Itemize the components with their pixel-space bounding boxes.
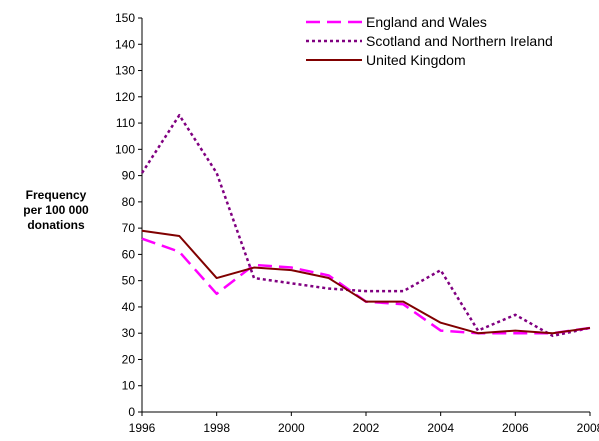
series-lines xyxy=(140,113,591,338)
y-axis-label-line-1: Frequency xyxy=(25,188,87,202)
axes xyxy=(141,18,590,413)
y-axis-label-line-2: per 100 000 xyxy=(23,203,89,217)
y-axis-label: Frequency per 100 000 donations xyxy=(0,188,112,233)
y-tick-label: 10 xyxy=(122,379,136,393)
y-tick-label: 20 xyxy=(122,352,136,366)
y-tick-label: 40 xyxy=(122,300,136,314)
y-tick-label: 60 xyxy=(122,247,136,261)
x-axis-ticks: 1996 1998 2000 2002 2004 2006 2008 xyxy=(129,412,599,435)
y-tick-label: 90 xyxy=(122,169,136,183)
x-tick-label: 2000 xyxy=(278,421,305,435)
series-line-scotland-and-northern-ireland xyxy=(140,113,591,338)
y-tick-label: 50 xyxy=(122,274,136,288)
y-tick-label: 100 xyxy=(115,142,135,156)
series-line-england-and-wales xyxy=(141,237,591,335)
x-tick-label: 2004 xyxy=(427,421,454,435)
x-tick-label: 2006 xyxy=(502,421,529,435)
x-tick-label: 2002 xyxy=(353,421,380,435)
y-axis-label-line-3: donations xyxy=(27,218,85,232)
x-tick-label: 1998 xyxy=(203,421,230,435)
x-tick-label: 1996 xyxy=(129,421,156,435)
y-tick-label: 70 xyxy=(122,221,136,235)
x-tick-label: 2008 xyxy=(577,421,599,435)
legend: England and Wales Scotland and Northern I… xyxy=(306,14,553,68)
y-tick-label: 30 xyxy=(122,326,136,340)
y-axis-ticks: 0 10 20 30 40 50 60 70 80 90 100 110 120 130 140 150 xyxy=(115,11,142,419)
y-tick-label: 80 xyxy=(122,195,136,209)
legend-label: Scotland and Northern Ireland xyxy=(366,33,553,49)
y-tick-label: 130 xyxy=(115,64,135,78)
y-tick-label: 120 xyxy=(115,90,135,104)
series-line-united-kingdom xyxy=(141,229,591,335)
legend-label: United Kingdom xyxy=(366,52,466,68)
y-tick-label: 150 xyxy=(115,11,135,25)
y-tick-label: 110 xyxy=(116,116,135,130)
y-tick-label: 0 xyxy=(128,405,135,419)
legend-label: England and Wales xyxy=(366,14,487,30)
y-tick-label: 140 xyxy=(115,37,135,51)
